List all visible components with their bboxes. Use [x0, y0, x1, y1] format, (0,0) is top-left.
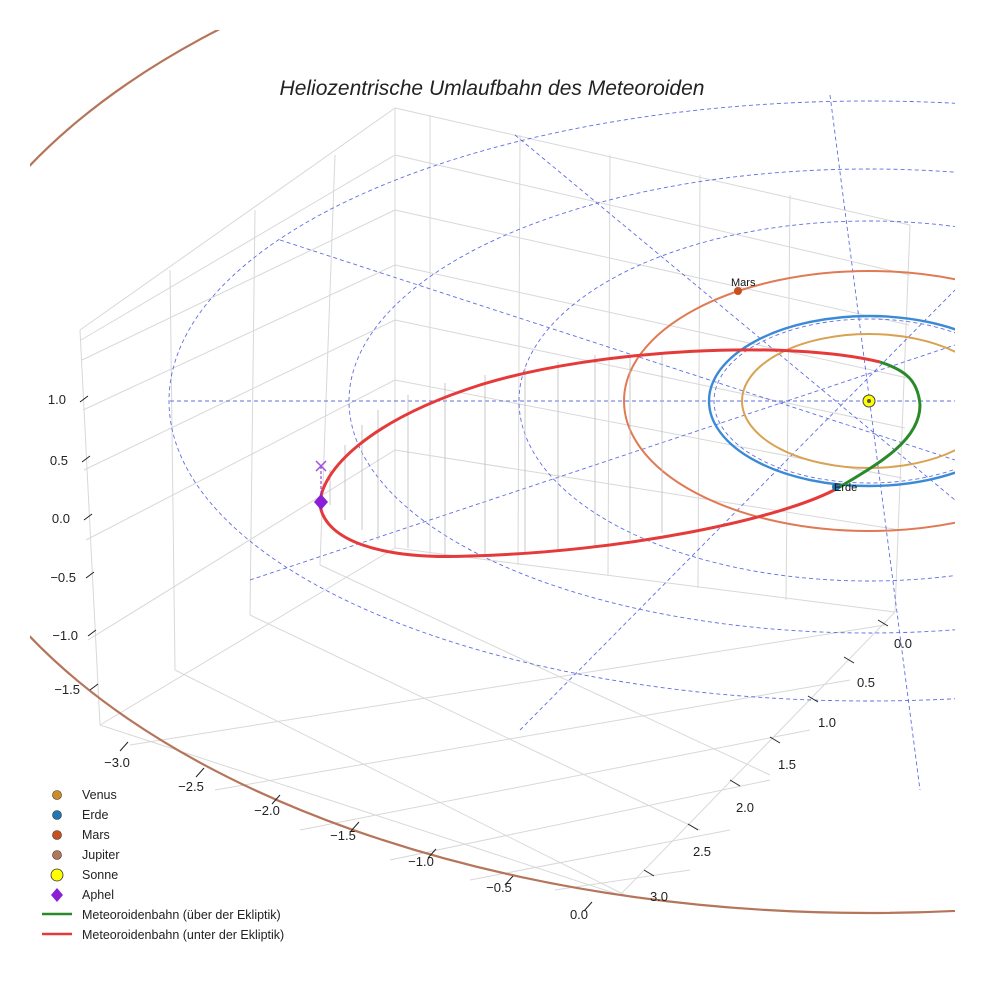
legend-label: Sonne: [82, 868, 118, 882]
planet-earth: [832, 483, 840, 491]
x-tick-label: 0.0: [570, 907, 588, 922]
planet-earth-label: Erde: [834, 482, 857, 494]
projection-stems: [329, 352, 663, 555]
orbit-jupiter: [30, 30, 955, 914]
y-tick-label: 2.5: [693, 844, 711, 859]
axis-panes: [79, 107, 911, 896]
y-tick-label: 3.0: [650, 889, 668, 904]
legend-marker-venus: [52, 790, 62, 800]
y-tick-label: 0.0: [894, 636, 912, 651]
legend-marker-mars: [52, 830, 62, 840]
z-tick-label: 0.0: [52, 511, 70, 526]
z-tick-label: −0.5: [50, 570, 76, 585]
x-tick-label: −3.0: [104, 755, 130, 770]
meteoroid-orbit-above: [837, 360, 922, 490]
planet-mars: [734, 287, 742, 295]
x-tick-label: −0.5: [486, 880, 512, 895]
legend-label: Meteoroidenbahn (über der Ekliptik): [82, 908, 281, 922]
legend-label: Meteoroidenbahn (unter der Ekliptik): [82, 928, 284, 942]
x-axis: −3.0 −2.5 −2.0 −1.5 −1.0 −0.5 0.0: [104, 741, 593, 922]
legend-marker-aphel: [51, 888, 63, 902]
x-tick-label: −2.0: [254, 803, 280, 818]
y-tick-label: 2.0: [736, 800, 754, 815]
z-tick-label: −1.0: [52, 628, 78, 643]
y-tick-label: 1.0: [818, 715, 836, 730]
meteoroid-orbit: [318, 348, 922, 558]
legend-label: Aphel: [82, 888, 114, 902]
aphel-marker: [314, 460, 328, 510]
y-tick-label: 1.5: [778, 757, 796, 772]
z-tick-label: 0.5: [50, 453, 68, 468]
chart-title: Heliozentrische Umlaufbahn des Meteoroid…: [280, 77, 705, 100]
z-tick-label: 1.0: [48, 392, 66, 407]
planet-mars-label: Mars: [731, 277, 756, 289]
z-tick-label: −1.5: [54, 682, 80, 697]
legend: Venus Erde Mars Jupiter Sonne Aphel Mete…: [42, 788, 284, 942]
x-tick-label: −1.0: [408, 854, 434, 869]
legend-label: Jupiter: [82, 848, 120, 862]
legend-marker-sun: [50, 868, 64, 882]
y-tick-label: 0.5: [857, 675, 875, 690]
legend-label: Mars: [82, 828, 110, 842]
legend-label: Venus: [82, 788, 117, 802]
y-axis: 0.0 0.5 1.0 1.5 2.0 2.5 3.0: [643, 619, 912, 904]
orbit-mars: [623, 270, 955, 532]
sun-marker: [862, 394, 876, 408]
legend-marker-earth: [52, 810, 62, 820]
x-tick-label: −2.5: [178, 779, 204, 794]
orbit-earth: [707, 314, 955, 488]
ecliptic-grid: [168, 94, 955, 791]
x-tick-label: −1.5: [330, 828, 356, 843]
legend-marker-jupiter: [52, 850, 62, 860]
legend-label: Erde: [82, 808, 108, 822]
z-axis: 1.0 0.5 0.0 −0.5 −1.0 −1.5: [48, 392, 99, 697]
